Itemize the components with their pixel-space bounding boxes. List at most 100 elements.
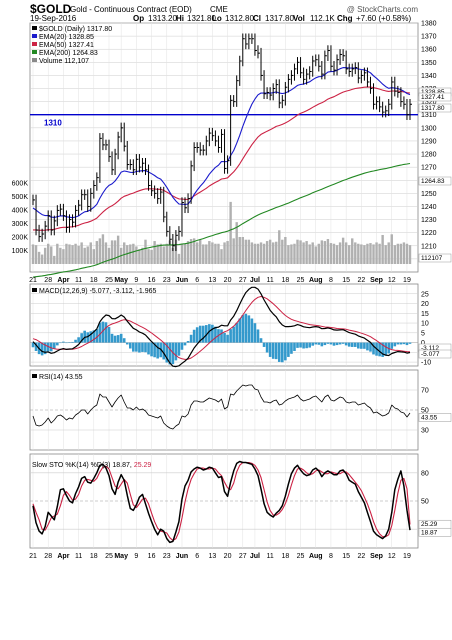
price-tick-label: 1380 [421,21,437,28]
x-axis-label: Sep [370,277,383,284]
volume-tick-label: 100K [12,248,29,255]
macd-histogram-bar [34,342,38,352]
macd-histogram-bar [186,341,190,343]
macd-histogram-bar [192,329,196,343]
volume-bar [83,247,86,264]
macd-histogram-bar [335,342,339,346]
volume-bar [159,243,162,264]
macd-histogram-bar [208,324,211,343]
macd-end-label: -3.112 [421,345,439,352]
rsi-tick-label: 30 [421,428,429,435]
x-axis-label-bottom: 22 [357,553,365,560]
price-end-label: 1327.41 [421,94,445,101]
volume-bar [168,240,172,264]
macd-histogram-bar [369,342,372,352]
volume-bar [360,244,363,264]
x-axis-label: Jul [250,277,260,284]
volume-bar [144,239,147,264]
cl-label: Cl [253,14,261,23]
volume-bar [305,241,308,264]
legend-label: $GOLD (Daily) 1317.80 [39,26,112,33]
macd-histogram-bar [290,342,293,354]
macd-histogram-bar [311,342,315,346]
macd-histogram-bar [253,323,257,343]
stochastic-end-label: 25.29 [421,521,438,528]
volume-bar [393,245,396,264]
volume-bar [192,238,196,264]
macd-histogram-bar [101,321,105,343]
macd-histogram-bar [174,342,178,361]
macd-histogram-bar [52,342,56,349]
ema50-line [33,86,411,231]
macd-histogram-bar [122,338,126,343]
macd-histogram-bar [77,337,80,343]
macd-histogram-bar [141,342,144,352]
macd-histogram-bar [226,334,229,343]
macd-histogram-bar [381,342,384,357]
x-axis-label: 28 [44,277,52,284]
volume-bar [326,239,330,264]
volume-bar [369,243,372,264]
macd-histogram-bar [293,342,296,352]
volume-bar [381,234,384,264]
macd-histogram-bar [83,330,86,343]
volume-bar [250,242,254,264]
volume-bar [195,242,199,264]
macd-histogram-bar [138,342,141,353]
macd-histogram-bar [229,329,232,343]
volume-bar [308,244,311,264]
price-tick-label: 1350 [421,60,437,67]
macd-histogram-bar [165,342,169,363]
price-tick-label: 1270 [421,165,437,172]
x-axis-label-bottom: 12 [388,553,396,560]
volume-bar [323,241,327,264]
volume-bar [165,243,168,264]
price-tick-label: 1340 [421,73,437,80]
volume-bar [293,243,296,264]
macd-histogram-bar [65,342,68,344]
volume-bar [116,235,120,264]
price-end-label: 1317.80 [421,105,445,112]
volume-bar [275,241,278,264]
end-label-box [418,413,452,422]
rsi-tick-label: 70 [421,388,429,395]
volume-bar [317,243,320,264]
volume-bar [220,249,223,264]
label-layer: 1200121012201230124012501260127012801290… [12,21,452,560]
x-axis-label-bottom: Apr [57,553,69,560]
vol-value: 112.1K [310,14,335,23]
price-end-label: 1328.85 [421,89,445,96]
volume-tick-label: 200K [12,235,29,242]
macd-histogram-bar [171,342,175,365]
macd-histogram-bar [119,333,123,343]
macd-signal-line [32,296,411,360]
price-tick-label: 1310 [421,112,437,119]
macd-histogram-bar [116,335,120,343]
macd-histogram-bar [150,342,153,357]
stochastic-d-line [32,461,411,542]
cl-value: 1317.80 [265,14,294,23]
x-axis-label-bottom: 18 [281,553,289,560]
macd-histogram-bar [274,342,278,360]
volume-bar [153,241,156,264]
macd-tick-label: 20 [421,301,429,308]
x-axis-label: 19 [403,277,411,284]
volume-bar [344,242,348,264]
volume-bar [186,241,190,264]
macd-histogram-bar [223,332,226,343]
x-axis-label-bottom: 25 [105,553,113,560]
x-axis-label-bottom: Aug [309,553,323,560]
volume-bar [138,249,141,264]
volume-bar [132,243,135,264]
volume-bar [262,243,266,264]
macd-histogram-bar [135,342,138,352]
volume-bar [329,243,333,264]
x-axis-label-bottom: 9 [134,553,138,560]
macd-end-label: -5.077 [421,351,440,358]
x-axis-label-bottom: May [114,553,128,560]
macd-histogram-bar [198,325,202,343]
volume-bar [332,243,336,264]
volume-bar [199,239,202,264]
x-axis-label: 11 [267,277,274,284]
volume-bar [80,242,83,264]
